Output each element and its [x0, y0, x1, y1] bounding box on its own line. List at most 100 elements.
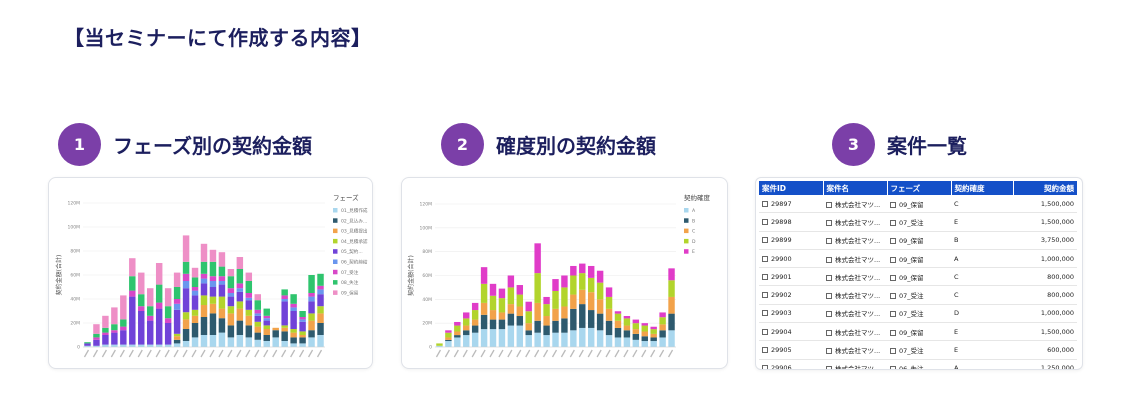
legend-item-label: 01_見積作成 — [341, 207, 368, 214]
bar-segment — [596, 330, 604, 347]
bar-segment — [543, 316, 550, 326]
bar-segment — [552, 308, 559, 321]
x-tick-label — [137, 349, 143, 358]
section-number-badge: 1 — [58, 122, 101, 166]
cell-value: 07_受注 — [899, 310, 924, 319]
cell-value: 29897 — [771, 199, 792, 208]
bar-segment — [146, 306, 154, 316]
table-cell: E — [951, 322, 1013, 342]
x-tick-label — [587, 349, 593, 358]
section-number-badge: 2 — [441, 122, 484, 166]
record-icon — [762, 200, 768, 207]
x-tick-label — [498, 349, 504, 358]
bar-segment — [200, 283, 208, 296]
probability-chart-card: 0 20M 40M 60M 80M 100M 120M 契約金額(合計) 契約確度 A B C D E — [401, 177, 728, 369]
bar-segment — [534, 302, 541, 321]
bar-segment — [587, 277, 595, 293]
table-row[interactable]: 29901 株式会社マツ... 09_保留 C 800,000 — [759, 267, 1077, 287]
bar-segment — [209, 276, 217, 281]
bar-segment — [209, 261, 217, 277]
cell-value: 29906 — [771, 364, 792, 370]
table-cell: 株式会社マツ... — [823, 249, 887, 269]
legend-swatch — [333, 228, 338, 234]
y-tick-label: 20M — [70, 321, 80, 327]
bar-segment — [155, 284, 163, 303]
legend-item-label: 07_受注 — [341, 269, 359, 276]
record-icon — [762, 328, 768, 335]
x-tick-label — [543, 349, 549, 358]
column-header[interactable]: 契約金額 — [1013, 181, 1077, 195]
cell-value: 800,000 — [1047, 291, 1074, 300]
table-row[interactable]: 29900 株式会社マツ... 09_保留 A 1,000,000 — [759, 249, 1077, 269]
bar-segment — [308, 301, 315, 314]
cell-value: D — [954, 309, 960, 318]
table-row[interactable]: 29906 株式会社マツ... 06_失注 A 1,250,000 — [759, 359, 1077, 370]
table-cell: 09_保留 — [887, 231, 951, 250]
bar-segment — [120, 326, 127, 331]
bar-segment — [281, 301, 288, 326]
bar-segment — [299, 331, 306, 335]
bar-segment — [182, 261, 190, 274]
bar-segment — [552, 320, 559, 333]
x-tick-label — [534, 349, 540, 358]
table-row[interactable]: 29905 株式会社マツ... 07_受注 E 600,000 — [759, 340, 1077, 360]
bar-segment — [120, 295, 127, 320]
cell-value: E — [954, 217, 959, 226]
bar-segment — [245, 272, 253, 281]
bar-segment — [155, 308, 163, 345]
y-tick-label: 60M — [70, 273, 80, 279]
table-row[interactable]: 29904 株式会社マツ... 09_保留 E 1,500,000 — [759, 322, 1077, 342]
bar-segment — [200, 278, 208, 284]
y-tick-label: 120M — [420, 202, 433, 208]
cell-value: 29901 — [771, 272, 792, 281]
bar-segment — [102, 315, 109, 328]
table-cell: 1,000,000 — [1013, 249, 1077, 269]
x-tick-label — [245, 349, 251, 358]
cell-value: 1,000,000 — [1040, 309, 1074, 318]
bar-segment — [200, 273, 208, 279]
bar-segment — [623, 330, 631, 338]
bar-segment — [299, 319, 306, 322]
record-icon — [762, 273, 768, 280]
cell-value: 29905 — [771, 346, 792, 355]
table-row[interactable]: 29897 株式会社マツ... 09_保留 C 1,500,000 — [759, 195, 1077, 214]
bar-segment — [236, 269, 244, 284]
table-row[interactable]: 29903 株式会社マツ... 07_受注 D 1,000,000 — [759, 304, 1077, 324]
cell-value: C — [954, 199, 959, 208]
x-tick-label — [453, 349, 459, 358]
bar-segment — [659, 324, 666, 331]
phase-chart-card: 0 20M 40M 60M 80M 100M 120M 契約金額(合計) フェーズ 01_見積作成… — [48, 177, 373, 369]
x-tick-label — [623, 349, 629, 358]
table-row[interactable]: 29898 株式会社マツ... 07_受注 E 1,500,000 — [759, 212, 1077, 232]
bar-segment — [659, 330, 666, 338]
bar-segment — [641, 331, 648, 337]
bar-segment — [173, 303, 181, 310]
table-row[interactable]: 29902 株式会社マツ... 07_受注 C 800,000 — [759, 285, 1077, 305]
column-header[interactable]: フェーズ — [887, 181, 952, 195]
bar-segment — [614, 311, 622, 314]
x-tick-label — [489, 349, 495, 358]
bar-segment — [254, 313, 262, 316]
table-cell: 株式会社マツ... — [823, 285, 887, 305]
bar-segment — [245, 293, 253, 298]
record-icon — [762, 292, 768, 299]
column-header[interactable]: 契約確度 — [951, 181, 1014, 195]
bar-segment — [254, 300, 262, 310]
bar-segment — [227, 296, 235, 307]
table-cell: 06_失注 — [887, 359, 951, 369]
bar-segment — [299, 343, 306, 347]
bar-segment — [498, 288, 506, 299]
bar-segment — [281, 327, 288, 332]
bar-segment — [543, 335, 550, 347]
bar-segment — [445, 332, 452, 338]
bar-segment — [290, 294, 297, 304]
column-header[interactable]: 案件名 — [823, 181, 888, 195]
column-header[interactable]: 案件ID — [759, 181, 824, 195]
table-row[interactable]: 29899 株式会社マツ... 09_保留 B 3,750,000 — [759, 231, 1077, 250]
bar-segment — [138, 294, 145, 307]
bar-segment — [191, 315, 199, 323]
bar-segment — [623, 337, 631, 347]
table-cell: 09_保留 — [887, 249, 951, 269]
bar-segment — [587, 310, 595, 328]
bar-segment — [245, 297, 253, 301]
